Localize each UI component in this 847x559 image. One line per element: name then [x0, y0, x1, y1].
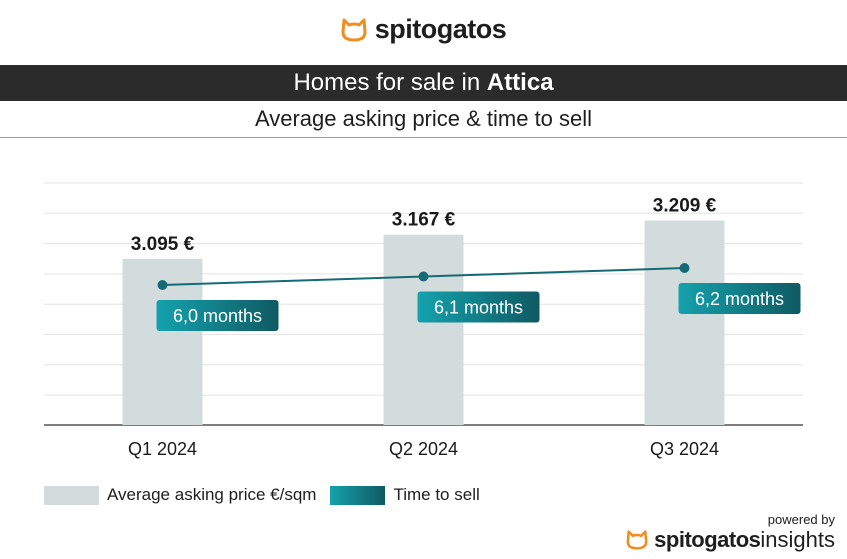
labels: 3.095 € Q1 2024 3.167 € Q2 2024 3.209 € Q3 20…: [128, 196, 801, 459]
legend-swatch-bar: [44, 485, 99, 505]
time-label: 6,2 months: [695, 289, 784, 309]
legend-swatch-line: [330, 485, 386, 505]
title-banner: Homes for sale in Attica: [0, 65, 847, 101]
chart: 3.095 € Q1 2024 3.167 € Q2 2024 3.209 € Q3 20…: [44, 182, 803, 459]
time-label: 6,0 months: [173, 306, 262, 326]
time-label-box: [156, 300, 279, 331]
footer-brand: spitogatos: [654, 527, 761, 552]
cat-logo-icon: [626, 530, 648, 556]
brand-name: spitogatos: [374, 14, 507, 44]
bar-value-label: 3.167 €: [392, 210, 456, 231]
x-tick-label: Q1 2024: [128, 439, 197, 459]
cat-logo-icon: [341, 18, 367, 49]
footer-logo: spitogatosinsights: [626, 527, 835, 556]
banner-prefix: Homes for sale in: [293, 69, 487, 96]
legend-label-bar: Average asking price €/sqm: [107, 485, 317, 504]
footer-suffix: insights: [760, 527, 835, 552]
legend: Average asking price €/sqm Time to sell: [44, 485, 494, 505]
chart-subtitle: Average asking price & time to sell: [254, 106, 593, 131]
time-point: [157, 280, 168, 290]
bar-value-label: 3.209 €: [653, 196, 717, 217]
time-label: 6,1 months: [434, 298, 523, 318]
x-tick-label: Q3 2024: [650, 439, 719, 459]
powered-by: powered by: [767, 512, 835, 527]
bar: [383, 234, 464, 425]
time-label-box: [678, 283, 801, 314]
legend-label-line: Time to sell: [393, 485, 480, 504]
time-point: [418, 271, 429, 282]
time-point: [679, 263, 690, 273]
x-tick-label: Q2 2024: [389, 439, 458, 459]
time-label-box: [417, 291, 540, 323]
bar: [644, 220, 725, 425]
brand-logo: spitogatos: [0, 14, 847, 49]
time-series: [157, 263, 690, 290]
subtitle-divider: [0, 137, 847, 138]
bar-value-label: 3.095 €: [131, 234, 195, 255]
banner-region: Attica: [486, 69, 554, 96]
